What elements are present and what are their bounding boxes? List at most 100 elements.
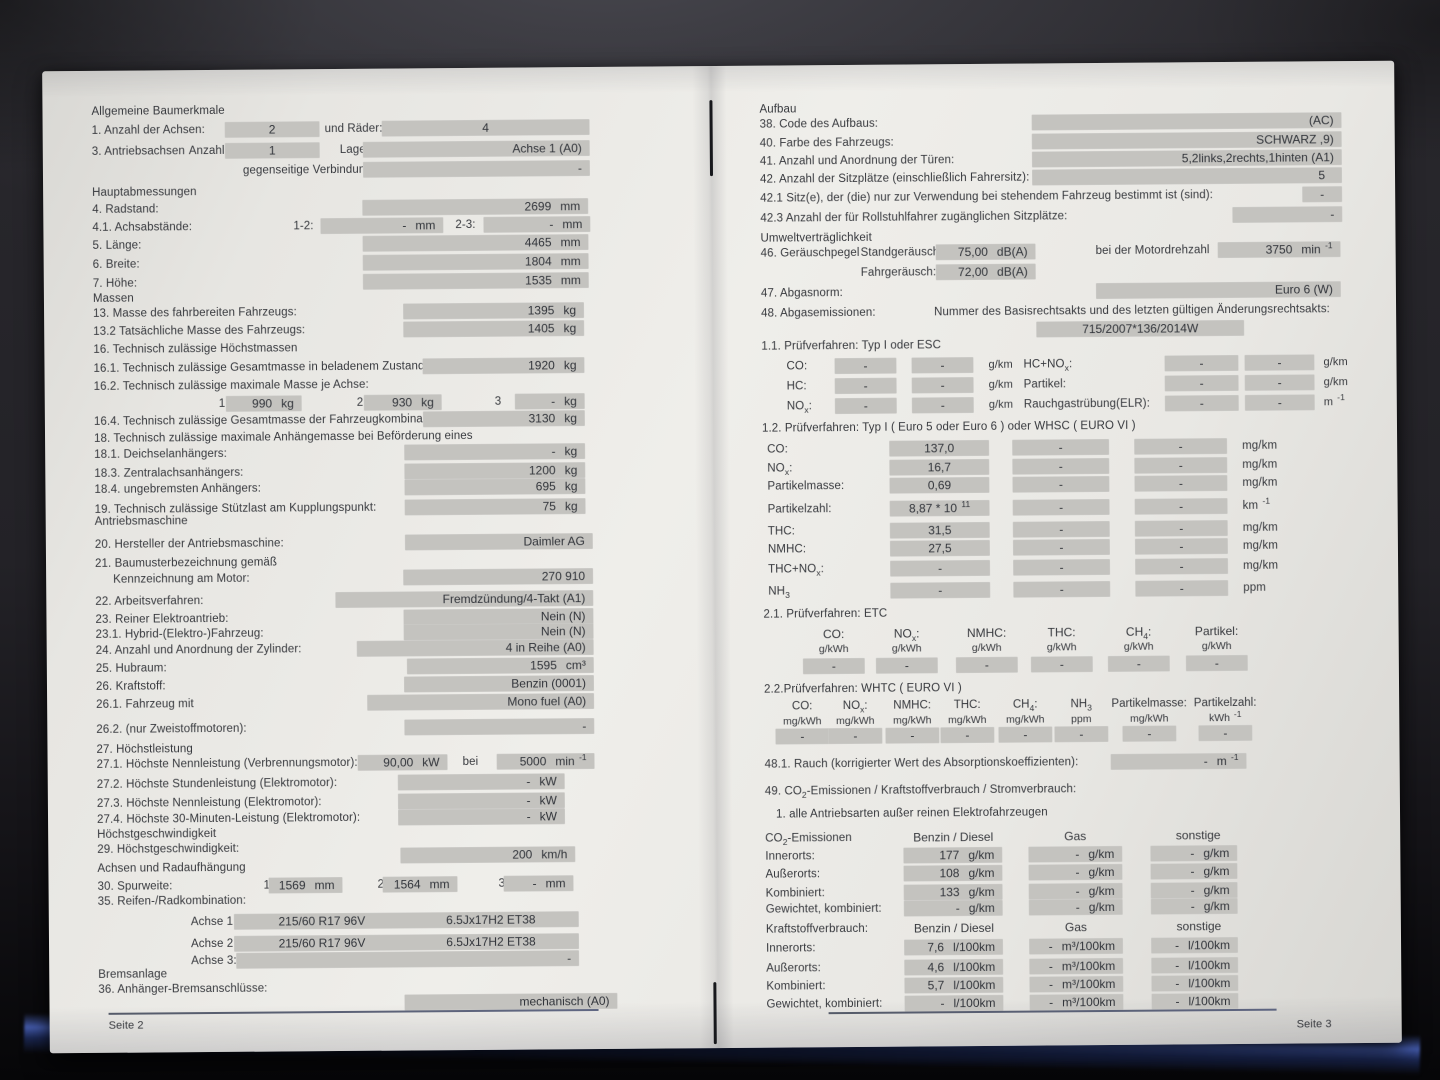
co2-ausserorts-lab-0: Außerorts: bbox=[765, 868, 821, 881]
geraeuschpegel-value: 75,00 bbox=[957, 244, 988, 260]
pv12-partikelzahl-value: - bbox=[1059, 500, 1064, 515]
pv11-co-lab-7: g/km bbox=[1323, 356, 1348, 369]
kv-ausserorts-value: - bbox=[1048, 959, 1053, 974]
pv22-values-value: - bbox=[1079, 727, 1084, 742]
kv-gewichtet-unit: l/100km bbox=[1188, 994, 1231, 1009]
pv22-units-col-7: kWh -1 bbox=[1208, 708, 1242, 725]
pv12-co-box-2: - bbox=[1012, 438, 1110, 456]
pv22-values-value: - bbox=[800, 729, 805, 744]
pv12-thc-nox-value: - bbox=[938, 561, 943, 576]
pv12-thc-value: - bbox=[1059, 522, 1064, 537]
pv21-values-value: - bbox=[1136, 656, 1141, 671]
pv11-nox-box-5: - bbox=[1164, 394, 1239, 412]
co2-titel-lab-0: 49. CO2-Emissionen / Kraftstoffverbrauch… bbox=[764, 783, 1077, 800]
pv12-thc-value: 31,5 bbox=[928, 523, 952, 538]
code-aufbau-box-1: (AC) bbox=[1031, 112, 1342, 131]
basisrechtsakt-wert-value: 715/2007*136/2014W bbox=[1082, 321, 1199, 337]
pv12-co-value: - bbox=[1058, 440, 1063, 455]
pv12-nh3-box-2: - bbox=[1013, 580, 1111, 598]
co2-ausserorts-unit: g/km bbox=[1088, 864, 1115, 880]
pv12-partikelzahl-lab-4: km -1 bbox=[1242, 495, 1271, 512]
pv11-hc-value: - bbox=[940, 378, 945, 393]
kv-innerorts-value: - bbox=[1174, 938, 1180, 953]
pv12-nh3-lab-4: ppm bbox=[1243, 581, 1266, 594]
rauch-unit: m -1 bbox=[1216, 751, 1239, 769]
co2-gewichtet-unit: g/km bbox=[1203, 899, 1230, 914]
pv11-co-lab-4: HC+NOx: bbox=[1023, 358, 1073, 373]
geraeuschpegel-box-4: 3750 min -1 bbox=[1217, 240, 1341, 259]
pv21-values-value: - bbox=[1214, 656, 1219, 671]
pv12-nox-box-3: - bbox=[1134, 457, 1228, 474]
kv-innerorts-box-1: 7,6 l/100km bbox=[904, 938, 1004, 956]
pv21-values-cbox-0: - bbox=[802, 657, 865, 675]
pv12-nmhc-box-2: - bbox=[1012, 538, 1110, 556]
abgasemissionen-lab-1: Nummer des Basisrechtsakts und des letzt… bbox=[934, 303, 1330, 319]
pv12-nmhc-value: - bbox=[1179, 539, 1184, 554]
pv22-values-cbox-7: - bbox=[1198, 724, 1253, 742]
co2-kombiniert-value: - bbox=[1190, 883, 1195, 898]
kv-innerorts-unit: l/100km bbox=[1187, 938, 1231, 953]
pv11-nox-value: - bbox=[1277, 395, 1282, 410]
pv12-partikelzahl-box-3: - bbox=[1134, 498, 1228, 515]
pv12-partikelmasse-box-3: - bbox=[1134, 475, 1228, 492]
kv-innerorts-unit: m³/100km bbox=[1061, 938, 1116, 954]
co2-innerorts-value: - bbox=[1190, 846, 1195, 861]
pv12-nox-value: - bbox=[1058, 459, 1063, 474]
pv22-values-value: - bbox=[1147, 726, 1152, 741]
abgasnorm-lab-0: 47. Abgasnorm: bbox=[760, 287, 843, 300]
co2-kombiniert-box-2: - g/km bbox=[1028, 882, 1123, 900]
co2-innerorts-box-2: - g/km bbox=[1028, 845, 1123, 863]
farbe-fahrzeug-value: SCHWARZ ,9) bbox=[1256, 132, 1334, 147]
pv12-nh3-lab-0: NH3 bbox=[768, 585, 790, 600]
kv-ausserorts-unit: l/100km bbox=[1188, 958, 1231, 973]
pv22-values-cbox-5: - bbox=[1054, 725, 1109, 743]
pv11-hc-value: - bbox=[863, 378, 868, 393]
code-aufbau-lab-0: 38. Code des Aufbaus: bbox=[759, 117, 879, 131]
pv22-values-value: - bbox=[1023, 727, 1028, 742]
pv11-nox-box-6: - bbox=[1244, 394, 1315, 411]
kv-kombiniert-unit: m³/100km bbox=[1061, 976, 1116, 992]
pv12-partikelmasse-value: - bbox=[1058, 477, 1063, 492]
co2-gewichtet-lab-0: Gewichtet, kombiniert: bbox=[765, 902, 882, 916]
pv21-values-cbox-5: - bbox=[1185, 654, 1248, 672]
pv12-co-box-3: - bbox=[1134, 438, 1228, 455]
stehend-sitze-box-1: - bbox=[1302, 186, 1343, 203]
pv21-values-value: - bbox=[831, 659, 836, 674]
pv11-hc-lab-0: HC: bbox=[786, 380, 807, 393]
geraeuschpegel-lab-3: bei der Motordrehzahl bbox=[1095, 244, 1210, 258]
pv11-co-value: - bbox=[863, 358, 868, 373]
kv-gewichtet-value: - bbox=[1049, 995, 1054, 1010]
kraftstoffverbrauch-kopf-col-2: Gas bbox=[1064, 920, 1087, 935]
kv-kombiniert-value: - bbox=[1048, 977, 1054, 992]
co2-kombiniert-lab-0: Kombiniert: bbox=[765, 887, 825, 900]
pv12-thc-box-3: - bbox=[1134, 520, 1228, 537]
pv12-nmhc-box-3: - bbox=[1134, 538, 1228, 555]
abgasnorm-box-1: Euro 6 (W) bbox=[1095, 281, 1341, 300]
kv-innerorts-lab-0: Innerorts: bbox=[766, 942, 816, 955]
co2-ausserorts-box-3: - g/km bbox=[1150, 862, 1238, 880]
kv-ausserorts-lab-0: Außerorts: bbox=[766, 962, 821, 975]
pv21-values-cbox-1: - bbox=[875, 657, 938, 674]
farbe-fahrzeug-box-1: SCHWARZ ,9) bbox=[1031, 131, 1342, 150]
pv12-co-lab-4: mg/km bbox=[1242, 439, 1278, 452]
geraeuschpegel-unit: dB(A) bbox=[996, 244, 1028, 259]
pv12-co-lab-0: CO: bbox=[767, 443, 788, 456]
pv12-nmhc-value: 27,5 bbox=[928, 541, 952, 556]
pv21-values-value: - bbox=[904, 658, 909, 673]
kv-gewichtet-value: - bbox=[1175, 994, 1180, 1009]
farbe-fahrzeug-lab-0: 40. Farbe des Fahrzeugs: bbox=[759, 136, 894, 150]
pv12-partikelzahl-value: 8,87 * 10 11 bbox=[908, 499, 971, 516]
pv12-partikelzahl-lab-0: Partikelzahl: bbox=[767, 503, 832, 516]
pv11-co-lab-3: g/km bbox=[988, 358, 1013, 371]
pv11-hc-lab-4: Partikel: bbox=[1023, 378, 1067, 391]
pv12-thc-nox-lab-0: THC+NOx: bbox=[768, 563, 825, 578]
pv22-values-cbox-0: - bbox=[775, 728, 830, 745]
kv-gewichtet-lab-0: Gewichtet, kombiniert: bbox=[766, 997, 883, 1011]
pv12-thc-box-2: - bbox=[1012, 520, 1110, 538]
pv21-values-cbox-2: - bbox=[955, 656, 1018, 674]
co2-kombiniert-box-1: 133 g/km bbox=[903, 883, 1003, 901]
kv-ausserorts-unit: m³/100km bbox=[1061, 958, 1116, 974]
co2-ausserorts-value: - bbox=[1190, 864, 1195, 879]
co2-kopf-col-3: sonstige bbox=[1175, 828, 1221, 843]
